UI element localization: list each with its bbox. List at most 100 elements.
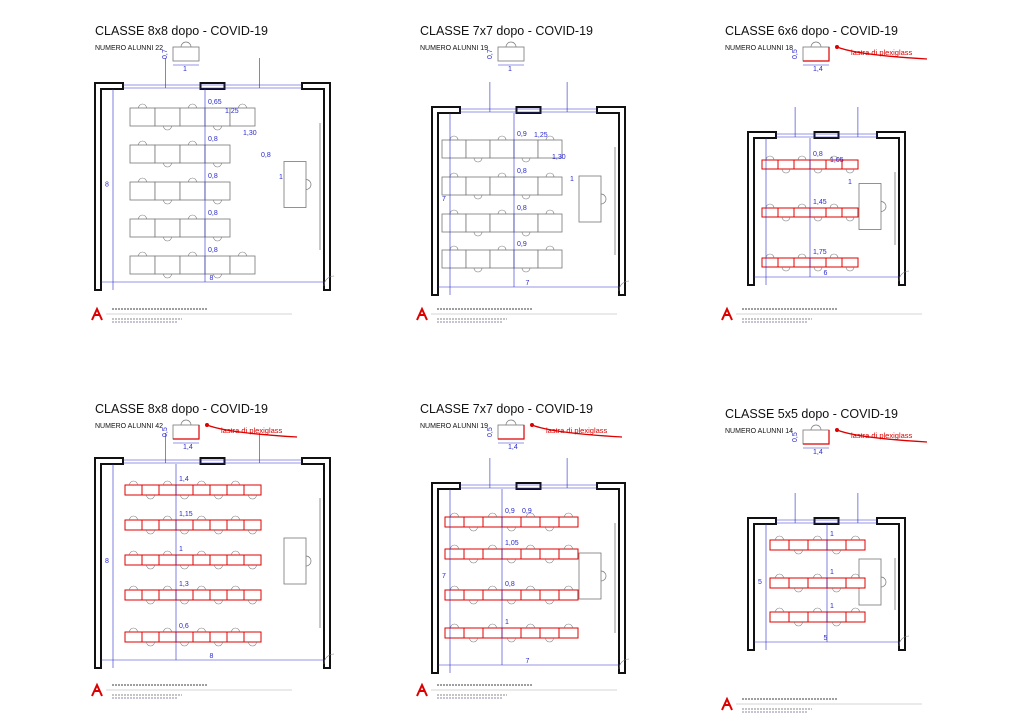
classroom-panel-2: CLASSE 7x7 dopo - COVID-19 NUMERO ALUNNI … (416, 24, 630, 323)
student-desk (129, 255, 156, 275)
plexiglass-label: lastra di plexiglass (546, 426, 608, 435)
door-swing (323, 653, 335, 665)
chair-icon (180, 41, 192, 48)
spacing-dimension: 0,8 (517, 205, 527, 212)
chair-icon (810, 41, 822, 48)
chair-icon (146, 599, 155, 605)
student-desk (158, 589, 177, 601)
student-desk (845, 611, 866, 623)
spacing-dimension: 0,65 (208, 99, 222, 106)
chair-icon (794, 621, 803, 627)
student-desk (441, 249, 467, 269)
plexiglass-label: lastra di plexiglass (851, 431, 913, 440)
student-desk (129, 144, 156, 164)
chair-icon (526, 512, 535, 518)
student-desk (444, 589, 465, 601)
chair-icon (450, 544, 459, 550)
student-desk (825, 207, 843, 218)
student-count: NUMERO ALUNNI 22 (95, 45, 163, 52)
student-desk (175, 554, 194, 566)
student-desk (179, 255, 206, 275)
spacing-dimension: 0,9 (517, 241, 527, 248)
plexiglass-dot (835, 428, 839, 432)
student-desk (441, 213, 467, 233)
student-desk (209, 631, 228, 643)
chair-icon (138, 103, 147, 109)
student-desk (158, 519, 177, 531)
chair-icon (813, 216, 823, 222)
student-desk (141, 554, 160, 566)
student-desk (489, 176, 515, 196)
panel-title: CLASSE 8x8 dopo - COVID-19 (95, 402, 268, 416)
student-desk (788, 577, 809, 589)
student-desk (129, 107, 156, 127)
plexiglass-mark (173, 425, 200, 440)
student-desk (129, 181, 156, 201)
chair-icon (214, 564, 223, 570)
wall-left (431, 482, 461, 674)
student-desk (124, 554, 143, 566)
student-desk (513, 139, 539, 159)
student-desk (482, 516, 503, 528)
panel-title: CLASSE 7x7 dopo - COVID-19 (420, 402, 593, 416)
student-desk (124, 519, 143, 531)
student-desk (204, 218, 231, 238)
chair-icon (845, 216, 855, 222)
chair-icon (794, 587, 803, 593)
chair-icon (775, 607, 784, 613)
student-desk (489, 213, 515, 233)
chair-icon (450, 585, 459, 591)
spacing-dimension: 0,9 (517, 131, 527, 138)
chair-icon (180, 564, 189, 570)
chair-icon (188, 251, 197, 257)
student-desk (489, 139, 515, 159)
student-desk (537, 249, 563, 269)
student-desk (513, 176, 539, 196)
student-desk (769, 611, 790, 623)
chair-icon (214, 599, 223, 605)
desk-depth-dimension: 0,5 (162, 427, 169, 437)
chair-icon (129, 585, 138, 591)
chair-icon (469, 526, 478, 532)
student-desk (807, 577, 828, 589)
student-desk (825, 257, 843, 268)
plexiglass-leader (206, 424, 298, 438)
chair-icon (231, 585, 240, 591)
chair-icon (248, 641, 257, 647)
student-desk (841, 159, 859, 170)
student-desk (192, 589, 211, 601)
student-desk (444, 627, 465, 639)
student-desk (243, 554, 262, 566)
desk-depth-dimension: 0,5 (792, 49, 799, 59)
teacher-desk (578, 552, 602, 600)
chair-icon (231, 550, 240, 556)
chair-icon (497, 172, 507, 178)
student-desk (154, 255, 181, 275)
teacher-chair (880, 201, 887, 212)
chair-icon (473, 231, 483, 237)
student-desk (845, 539, 866, 551)
desk-width-dimension: 1,4 (183, 444, 193, 451)
chair-icon (564, 623, 573, 629)
plexiglass-dot (530, 423, 534, 427)
legend-desk (172, 46, 200, 62)
door-swing (618, 280, 630, 292)
chair-icon (813, 607, 822, 613)
student-desk (463, 627, 484, 639)
spacing-dimension: 0,8 (208, 210, 218, 217)
student-desk (793, 257, 811, 268)
student-desk (229, 107, 256, 127)
chair-icon (488, 585, 497, 591)
chair-icon (851, 535, 860, 541)
student-desk (501, 548, 522, 560)
student-desk (539, 627, 560, 639)
chair-icon (180, 494, 189, 500)
room-height-dimension: 8 (105, 182, 109, 189)
student-desk (243, 631, 262, 643)
student-desk (463, 516, 484, 528)
plexiglass-leader (531, 424, 623, 438)
student-desk (441, 139, 467, 159)
student-desk (482, 627, 503, 639)
chair-icon (450, 623, 459, 629)
